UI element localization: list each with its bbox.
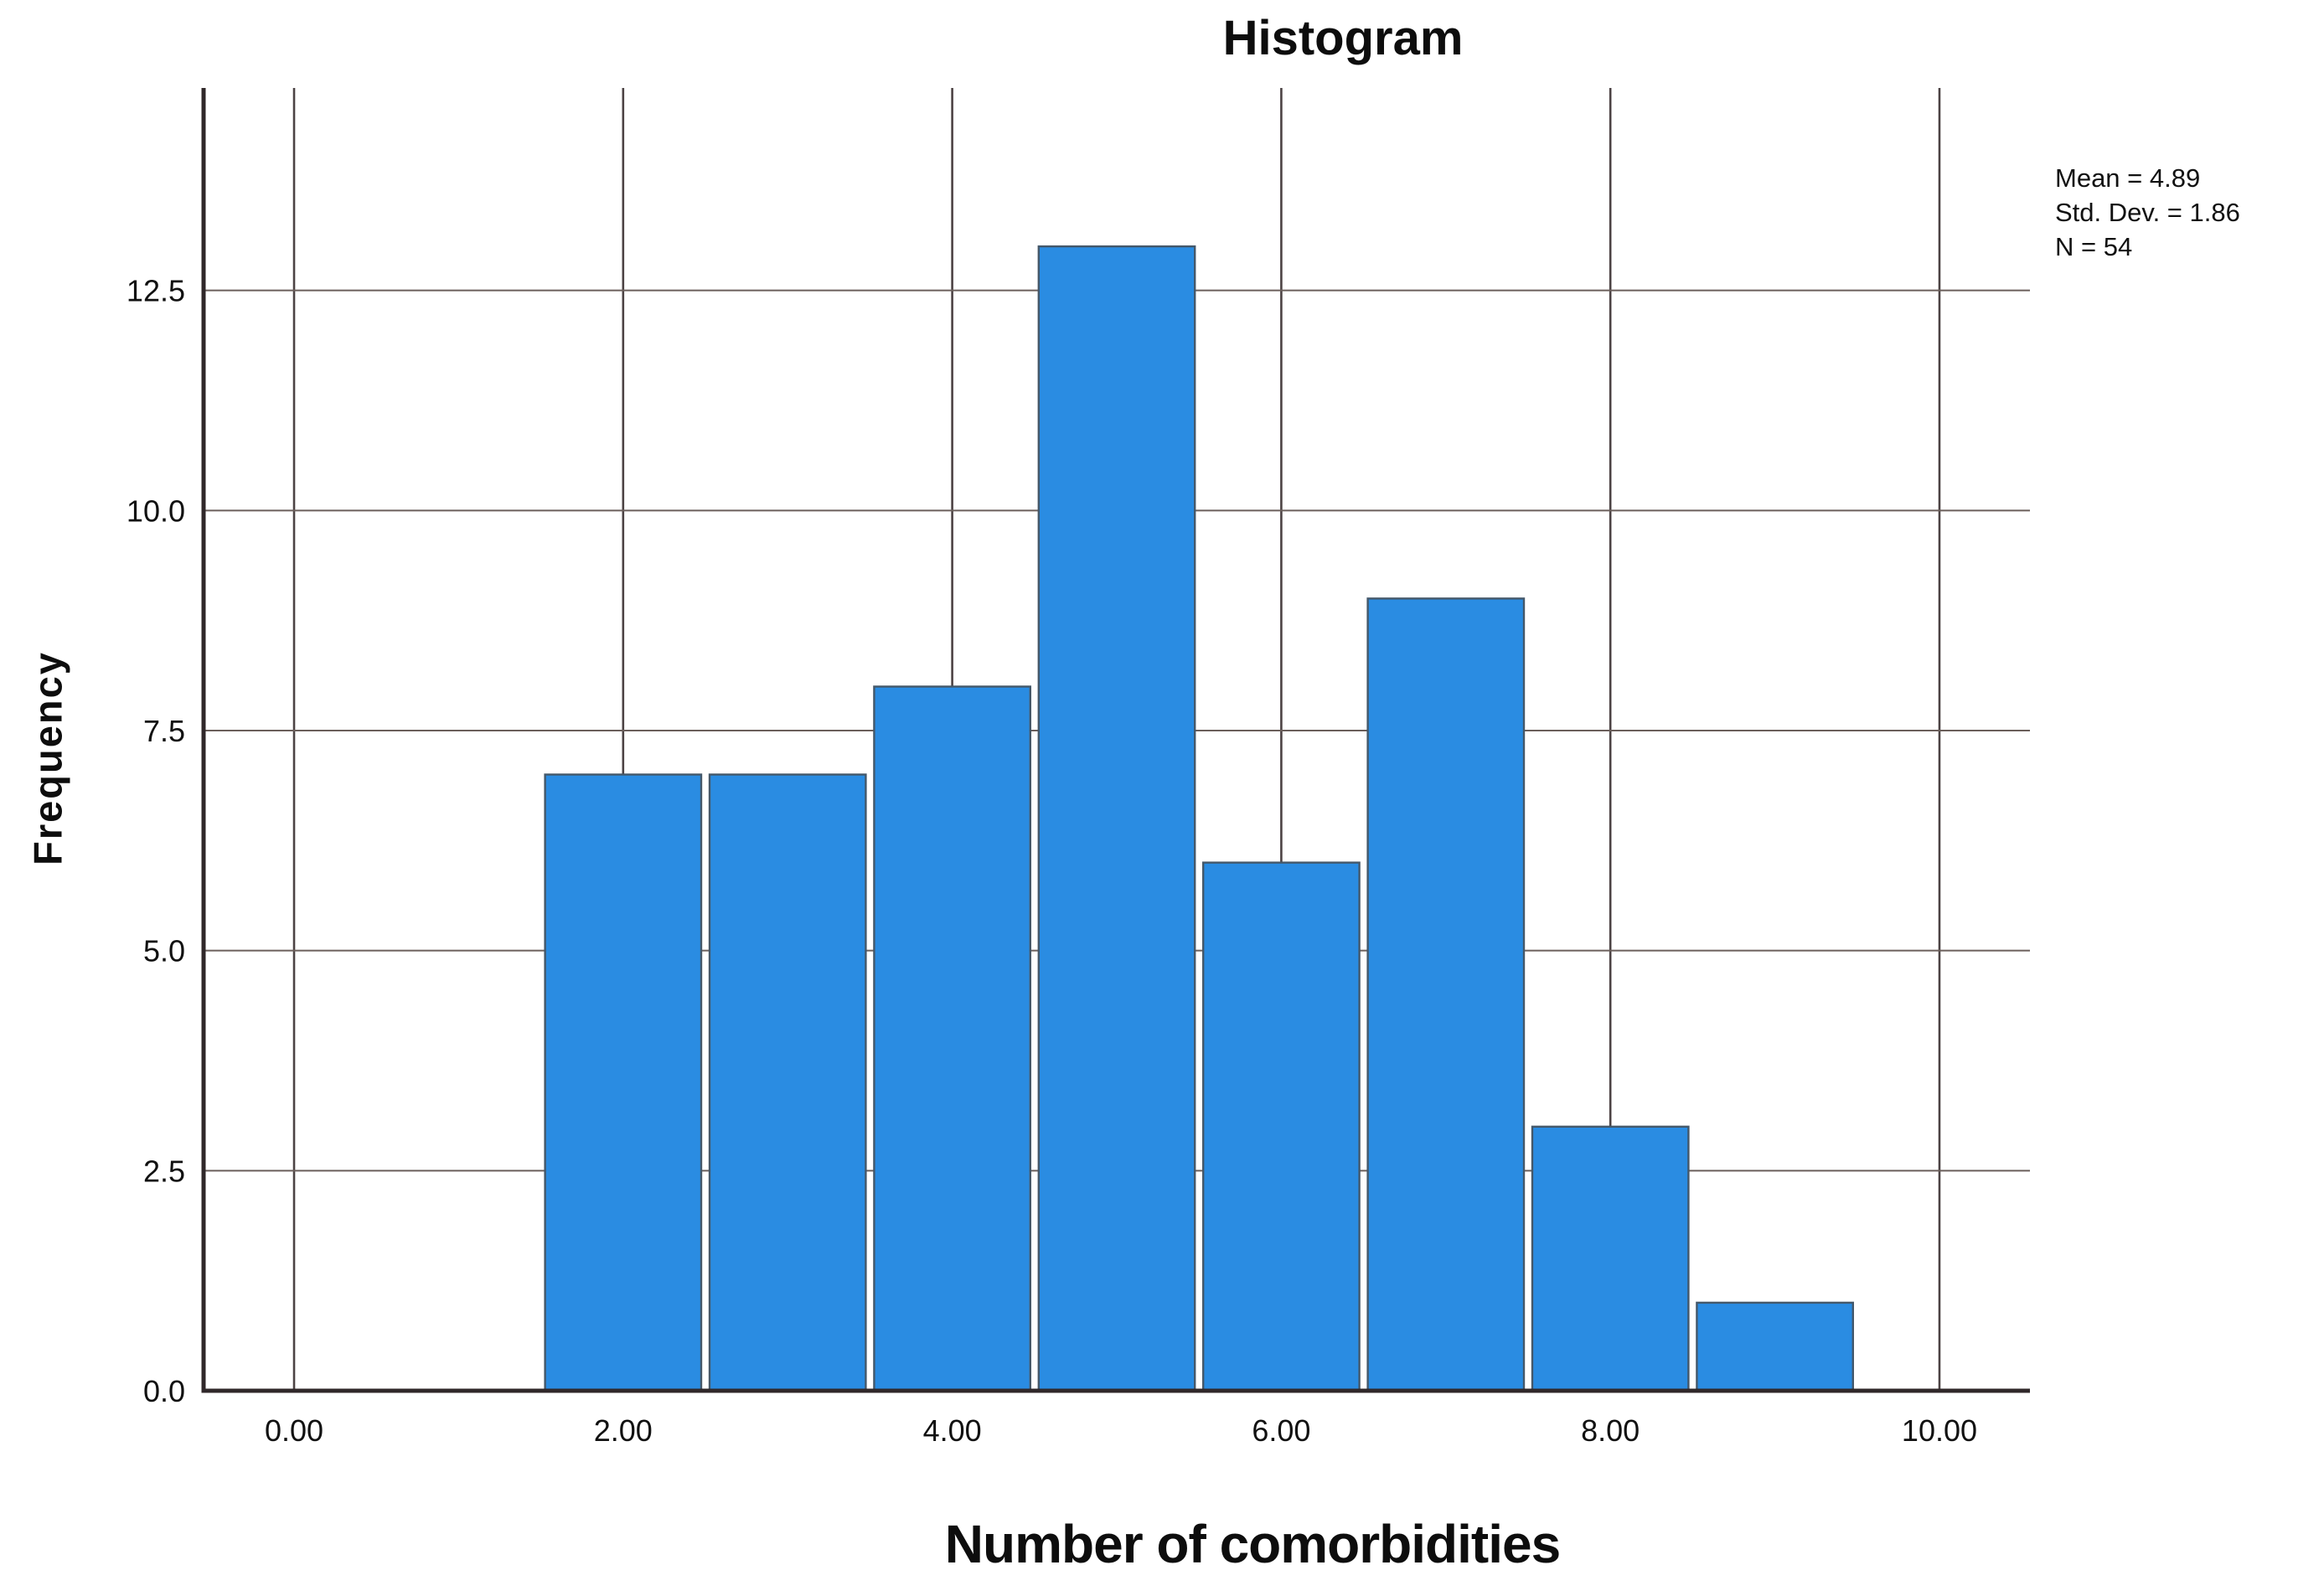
histogram-bar[interactable] <box>1201 861 1361 1392</box>
x-axis-title: Number of comorbidities <box>944 1514 1561 1574</box>
y-axis-title: Frequency <box>25 651 70 865</box>
stats-std-dev: Std. Dev. = 1.86 <box>2055 198 2240 227</box>
x-tick-label: 6.00 <box>1252 1413 1310 1448</box>
histogram-bar[interactable] <box>1366 597 1526 1392</box>
stats-annotation: Mean = 4.89 Std. Dev. = 1.86 N = 54 <box>2055 161 2240 264</box>
histogram-bar[interactable] <box>1531 1125 1690 1392</box>
x-tick-label: 4.00 <box>923 1413 982 1448</box>
x-tick-label: 10.00 <box>1902 1413 1977 1448</box>
histogram-bar[interactable] <box>1037 245 1196 1392</box>
histogram-bar[interactable] <box>544 773 703 1392</box>
histogram-bar[interactable] <box>1696 1301 1855 1392</box>
x-tick-label: 8.00 <box>1581 1413 1640 1448</box>
y-tick-label: 5.0 <box>143 934 185 968</box>
histogram-bar[interactable] <box>873 685 1032 1392</box>
y-tick-label: 2.5 <box>143 1154 185 1188</box>
y-tick-label: 12.5 <box>127 274 185 308</box>
stats-mean: Mean = 4.89 <box>2055 163 2201 193</box>
y-tick-label: 7.5 <box>143 714 185 748</box>
x-tick-label: 2.00 <box>594 1413 653 1448</box>
chart-title: Histogram <box>1222 11 1464 65</box>
histogram-bar[interactable] <box>708 773 867 1392</box>
y-tick-label: 0.0 <box>143 1374 185 1408</box>
x-tick-label: 0.00 <box>265 1413 323 1448</box>
y-tick-label: 10.0 <box>127 493 185 528</box>
stats-n: N = 54 <box>2055 232 2133 261</box>
